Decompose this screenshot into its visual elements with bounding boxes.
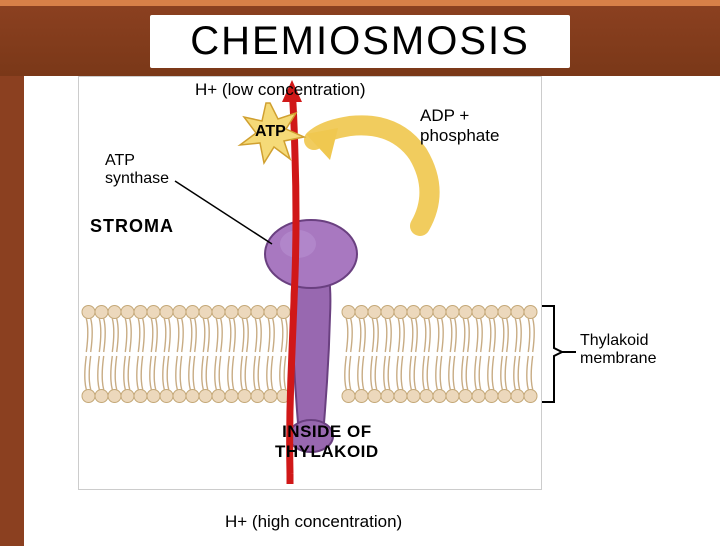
diagram: H+ (low concentration) ATP ADP +phosphat… — [0, 76, 720, 546]
label-adp: ADP +phosphate — [420, 106, 499, 147]
slide-title: CHEMIOSMOSIS — [150, 15, 570, 68]
label-atp-synthase: ATPsynthase — [105, 152, 169, 189]
label-adp-text: ADP +phosphate — [420, 106, 499, 145]
label-h-high: H+ (high concentration) — [225, 512, 402, 532]
label-stroma: STROMA — [90, 216, 174, 237]
adp-to-atp-arrow — [306, 125, 430, 226]
label-h-low: H+ (low concentration) — [195, 80, 366, 100]
diagram-svg — [0, 76, 720, 546]
atp-synthase-pointer — [175, 181, 272, 244]
label-thylakoid-membrane: Thylakoidmembrane — [580, 332, 656, 369]
slide-header: CHEMIOSMOSIS — [0, 0, 720, 76]
label-inside: INSIDE OFTHYLAKOID — [275, 422, 379, 461]
membrane-bracket — [542, 306, 562, 402]
label-atp: ATP — [255, 123, 286, 141]
atp-synthase-protein — [265, 220, 357, 452]
